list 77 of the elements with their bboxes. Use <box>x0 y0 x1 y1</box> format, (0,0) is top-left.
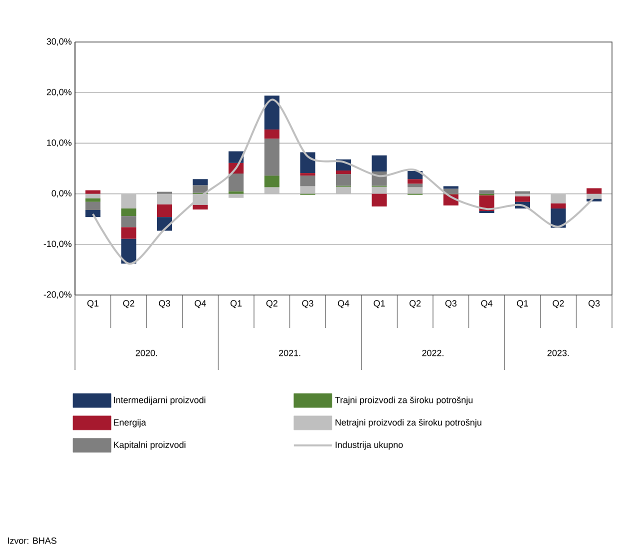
bar <box>121 194 136 208</box>
bar <box>156 204 172 218</box>
x-tick-label: Q2 <box>123 300 134 308</box>
y-tick-label: -20,0% <box>44 291 72 299</box>
bar <box>85 190 100 194</box>
bar <box>85 194 100 198</box>
bar <box>372 186 387 194</box>
legend-label: Trajni proizvodi za široku potrošnju <box>335 396 472 405</box>
bar <box>264 96 280 130</box>
y-tick-label: 20,0% <box>46 88 72 96</box>
bar <box>550 194 566 204</box>
bar <box>408 179 423 184</box>
bar <box>514 191 530 194</box>
bar <box>586 188 602 194</box>
y-tick-label: -10,0% <box>44 240 72 248</box>
bar <box>336 174 352 186</box>
bar <box>514 194 530 196</box>
bar <box>264 176 280 188</box>
x-tick-label: Q2 <box>410 300 421 308</box>
bar <box>408 187 423 194</box>
bar <box>228 191 244 194</box>
bar <box>85 210 100 218</box>
bar <box>85 202 100 210</box>
bar <box>121 227 136 239</box>
x-tick-label: Q3 <box>588 300 600 308</box>
x-tick-label: Q1 <box>230 300 242 308</box>
x-tick-label: Q4 <box>338 300 350 308</box>
bar <box>121 238 136 264</box>
bar <box>443 188 458 194</box>
bar <box>336 186 352 194</box>
text: 2023. <box>548 350 569 356</box>
bar <box>85 198 100 202</box>
bar <box>228 174 244 192</box>
legend-label: Industrija ukupno <box>336 441 403 450</box>
bar <box>300 176 316 186</box>
bar <box>372 155 387 172</box>
bar <box>300 152 316 174</box>
x-tick-label: Q3 <box>158 300 170 308</box>
x-tick-label: Q3 <box>302 300 314 308</box>
bar <box>514 196 530 202</box>
bar <box>264 187 280 194</box>
bar <box>336 170 352 174</box>
bar <box>264 130 280 139</box>
text: Izvor: BHAS <box>8 537 56 544</box>
legend-label: Netrajni proizvodi za široku potrošnju <box>336 418 482 428</box>
y-tick-label: 10,0% <box>47 139 72 147</box>
bar <box>228 194 244 198</box>
bar <box>408 184 423 188</box>
bar <box>372 194 387 206</box>
bar <box>264 138 280 176</box>
bar <box>192 185 208 193</box>
x-tick-label: Q4 <box>481 300 492 308</box>
text: 2022. <box>422 350 444 356</box>
x-tick-label: Q1 <box>87 300 98 308</box>
bar <box>300 186 316 194</box>
bar <box>121 216 136 228</box>
legend-label: Intermedijarni proizvodi <box>114 396 206 405</box>
x-tick-label: Q2 <box>552 300 564 308</box>
x-tick-label: Q1 <box>516 300 528 308</box>
bar <box>300 173 316 176</box>
text: 2021. <box>279 350 300 356</box>
bar <box>192 204 208 210</box>
y-tick-label: 0,0% <box>52 190 72 198</box>
x-tick-label: Q3 <box>445 300 456 308</box>
y-tick-label: 30,0% <box>46 38 72 46</box>
x-tick-label: Q1 <box>374 300 385 308</box>
bar <box>121 208 136 216</box>
text: 2020. <box>136 350 157 356</box>
bar <box>443 186 458 189</box>
legend-label: Energija <box>114 419 146 428</box>
x-tick-label: Q2 <box>266 300 278 308</box>
bar <box>550 203 566 208</box>
legend-label: Kapitalni proizvodi <box>114 441 186 450</box>
bar <box>479 190 494 194</box>
x-tick-label: Q4 <box>194 300 206 308</box>
bar <box>156 194 172 204</box>
bar <box>192 179 208 186</box>
